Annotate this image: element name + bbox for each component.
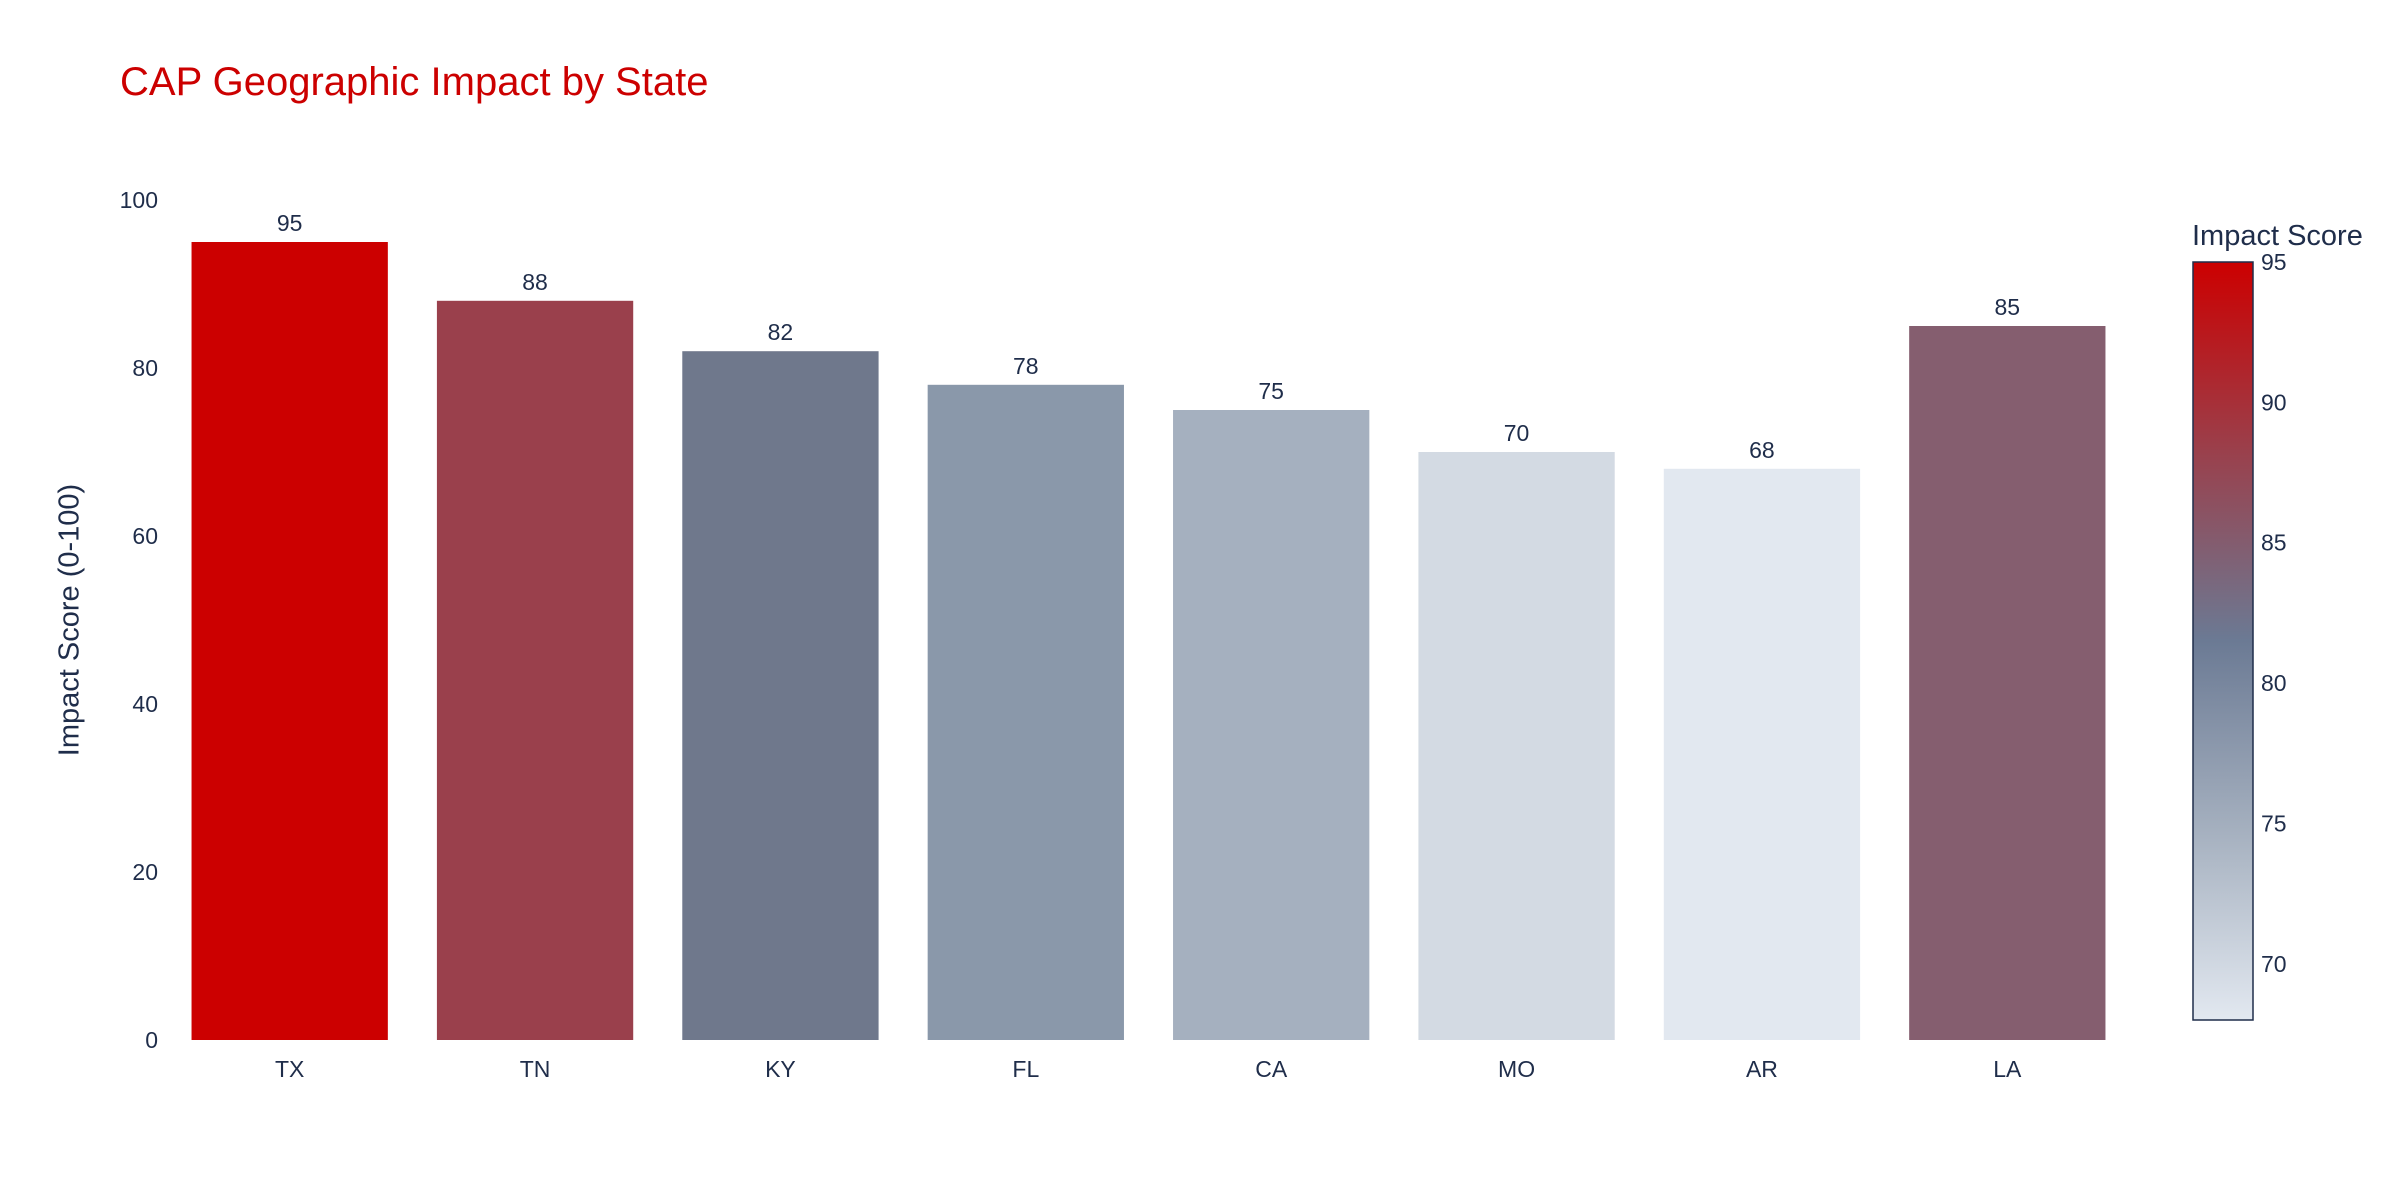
colorbar-tick-label: 80 xyxy=(2261,670,2287,696)
colorbar-tick-label: 75 xyxy=(2261,810,2287,836)
bar-la xyxy=(1909,326,2106,1040)
bar-tx xyxy=(191,242,388,1040)
colorbar: 70 75 80 85 90 95 xyxy=(2192,249,2287,1021)
bars: 95 88 82 78 75 70 68 85 xyxy=(191,210,2106,1040)
y-tick-label: 0 xyxy=(145,1027,158,1053)
bar-ca xyxy=(1173,410,1370,1040)
bar-value-label: 75 xyxy=(1258,378,1284,404)
colorbar-tick-label: 70 xyxy=(2261,951,2287,977)
bar-value-label: 82 xyxy=(768,319,794,345)
colorbar-gradient xyxy=(2192,261,2254,1021)
bar-fl xyxy=(927,384,1124,1040)
x-tick-label: TN xyxy=(520,1056,551,1082)
y-tick-label: 20 xyxy=(132,859,158,885)
bar-value-label: 95 xyxy=(277,210,303,236)
bar-value-label: 68 xyxy=(1749,437,1775,463)
x-tick-label: LA xyxy=(1993,1056,2022,1082)
bar-value-label: 88 xyxy=(522,269,548,295)
y-tick-label: 80 xyxy=(132,355,158,381)
colorbar-tick-label: 90 xyxy=(2261,389,2287,415)
chart-title: CAP Geographic Impact by State xyxy=(120,60,709,104)
y-tick-label: 100 xyxy=(120,187,158,213)
x-tick-label: AR xyxy=(1746,1056,1778,1082)
x-tick-label: CA xyxy=(1255,1056,1288,1082)
bar-mo xyxy=(1418,452,1615,1040)
colorbar-tick-label: 95 xyxy=(2261,249,2287,275)
colorbar-title: Impact Score xyxy=(2192,220,2363,252)
bar-ar xyxy=(1663,468,1861,1040)
bar-value-label: 78 xyxy=(1013,353,1039,379)
x-tick-label: KY xyxy=(765,1056,796,1082)
x-tick-label: TX xyxy=(275,1056,304,1082)
bar-tn xyxy=(436,300,634,1040)
bar-value-label: 70 xyxy=(1504,420,1530,446)
bar-ky xyxy=(682,351,879,1040)
y-axis: 0 20 40 60 80 100 xyxy=(120,187,158,1053)
x-tick-label: FL xyxy=(1012,1056,1039,1082)
y-tick-label: 60 xyxy=(132,523,158,549)
colorbar-tick-label: 85 xyxy=(2261,530,2287,556)
bar-value-label: 85 xyxy=(1995,294,2021,320)
x-axis: TX TN KY FL CA MO AR LA xyxy=(275,1056,2022,1082)
y-tick-label: 40 xyxy=(132,691,158,717)
x-tick-label: MO xyxy=(1498,1056,1535,1082)
